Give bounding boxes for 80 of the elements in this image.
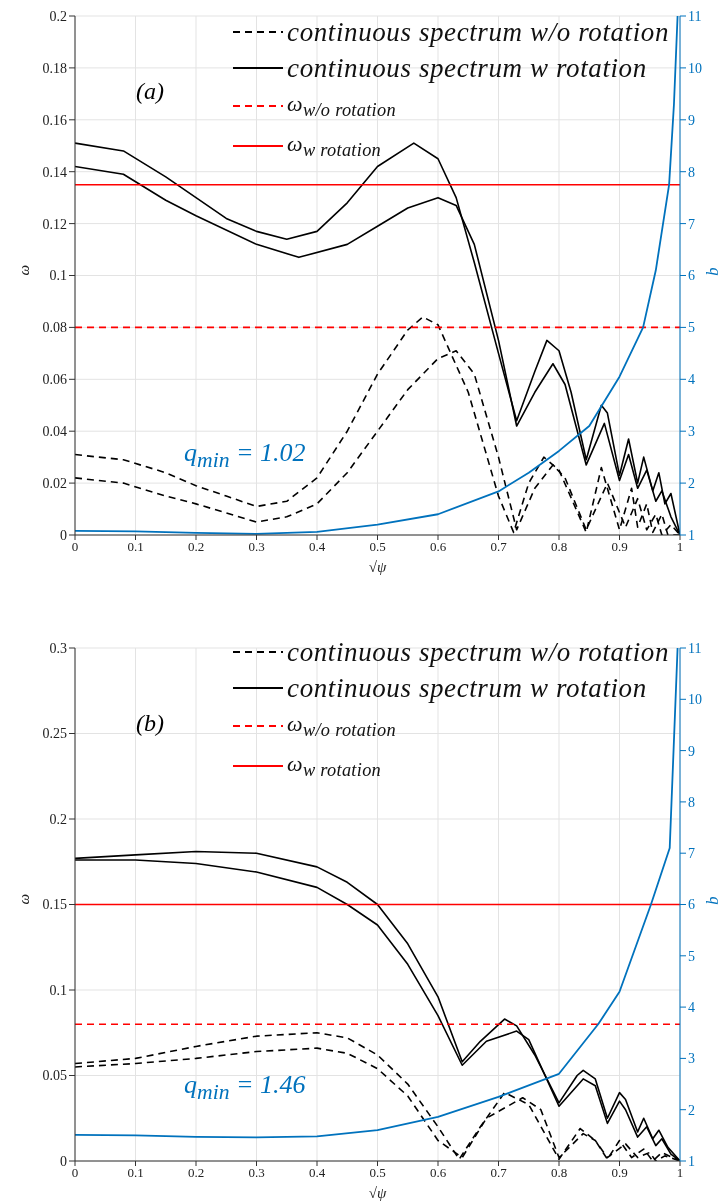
legend-label: ω$_{w/o rotation}$ [287, 90, 396, 122]
y2-tick-label: 6 [688, 268, 695, 284]
y-axis-title: ω [16, 264, 33, 276]
x-tick-label: 0.6 [429, 539, 447, 555]
y2-tick-label: 5 [688, 320, 695, 336]
x-axis-title: √ψ [368, 559, 387, 575]
y2-tick-label: 2 [688, 476, 695, 492]
x-tick-label: 0.7 [490, 1165, 508, 1181]
annotation: q$_{min}$ = 1.46 [184, 1070, 306, 1106]
legend-label: ω$_{w rotation}$ [287, 130, 382, 162]
y-tick-label: 0.18 [42, 60, 67, 76]
legend-label: continuous spectrum w rotation [287, 672, 647, 704]
x-tick-label: 0.9 [611, 539, 628, 555]
y2-tick-label: 9 [688, 743, 695, 759]
x-tick-label: 1 [676, 539, 684, 555]
y2-tick-label: 4 [688, 372, 695, 388]
legend-label: ω$_{w rotation}$ [287, 750, 382, 782]
y2-tick-label: 4 [688, 1000, 695, 1016]
annotation: q$_{min}$ = 1.02 [184, 438, 306, 474]
y-tick-label: 0.06 [42, 372, 67, 388]
annotation: (b) [136, 710, 164, 737]
x-tick-label: 0 [71, 539, 79, 555]
annotation: (a) [136, 78, 164, 105]
y2-tick-label: 2 [688, 1102, 695, 1118]
y-tick-label: 0.16 [42, 112, 67, 128]
y2-tick-label: 1 [688, 527, 695, 543]
x-tick-label: 0.4 [308, 539, 326, 555]
x-tick-label: 0.7 [490, 539, 508, 555]
legend-label: continuous spectrum w rotation [287, 52, 647, 84]
legend-label: continuous spectrum w/o rotation [287, 636, 669, 668]
y2-tick-label: 7 [688, 846, 695, 862]
y-tick-label: 0.08 [42, 320, 67, 336]
y2-tick-label: 10 [688, 692, 702, 708]
y2-tick-label: 7 [688, 216, 695, 232]
y-tick-label: 0.02 [42, 476, 67, 492]
y2-tick-label: 3 [688, 424, 695, 440]
x-tick-label: 0.2 [187, 1165, 205, 1181]
y-tick-label: 0.1 [49, 268, 67, 284]
y2-tick-label: 9 [688, 112, 695, 128]
x-tick-label: 0.8 [550, 539, 568, 555]
legend-label: ω$_{w/o rotation}$ [287, 710, 396, 742]
x-axis-title: √ψ [368, 1185, 387, 1201]
y-tick-label: 0 [60, 527, 67, 543]
y2-tick-label: 1 [688, 1153, 695, 1169]
y-tick-label: 0.2 [49, 811, 67, 827]
y2-tick-label: 11 [688, 8, 702, 24]
x-tick-label: 0.9 [611, 1165, 628, 1181]
x-tick-label: 0.1 [127, 1165, 144, 1181]
x-tick-label: 1 [676, 1165, 684, 1181]
x-tick-label: 0.1 [127, 539, 144, 555]
x-tick-label: 0 [71, 1165, 79, 1181]
y-tick-label: 0.3 [49, 640, 67, 656]
y2-axis-title: q [706, 896, 719, 905]
y-axis-title: ω [16, 893, 33, 905]
y2-tick-label: 3 [688, 1051, 695, 1067]
y-tick-label: 0 [60, 1153, 67, 1169]
x-tick-label: 0.6 [429, 1165, 447, 1181]
y-tick-label: 0.04 [42, 424, 67, 440]
y2-tick-label: 5 [688, 948, 695, 964]
y2-tick-label: 8 [688, 164, 695, 180]
x-tick-label: 0.5 [369, 1165, 386, 1181]
y-tick-label: 0.14 [42, 164, 67, 180]
y2-tick-label: 6 [688, 897, 695, 913]
y-tick-label: 0.12 [42, 216, 67, 232]
y-tick-label: 0.05 [42, 1068, 67, 1084]
y-tick-label: 0.15 [42, 897, 67, 913]
x-tick-label: 0.8 [550, 1165, 568, 1181]
y2-tick-label: 11 [688, 640, 702, 656]
x-tick-label: 0.3 [248, 539, 265, 555]
y2-tick-label: 8 [688, 794, 695, 810]
x-tick-label: 0.3 [248, 1165, 265, 1181]
y-tick-label: 0.25 [42, 726, 67, 742]
legend-label: continuous spectrum w/o rotation [287, 16, 669, 48]
y-tick-label: 0.2 [49, 8, 67, 24]
y2-tick-label: 10 [688, 60, 702, 76]
x-tick-label: 0.5 [369, 539, 386, 555]
y2-axis-title: q [706, 267, 719, 276]
x-tick-label: 0.2 [187, 539, 205, 555]
x-tick-label: 0.4 [308, 1165, 326, 1181]
y-tick-label: 0.1 [49, 982, 67, 998]
